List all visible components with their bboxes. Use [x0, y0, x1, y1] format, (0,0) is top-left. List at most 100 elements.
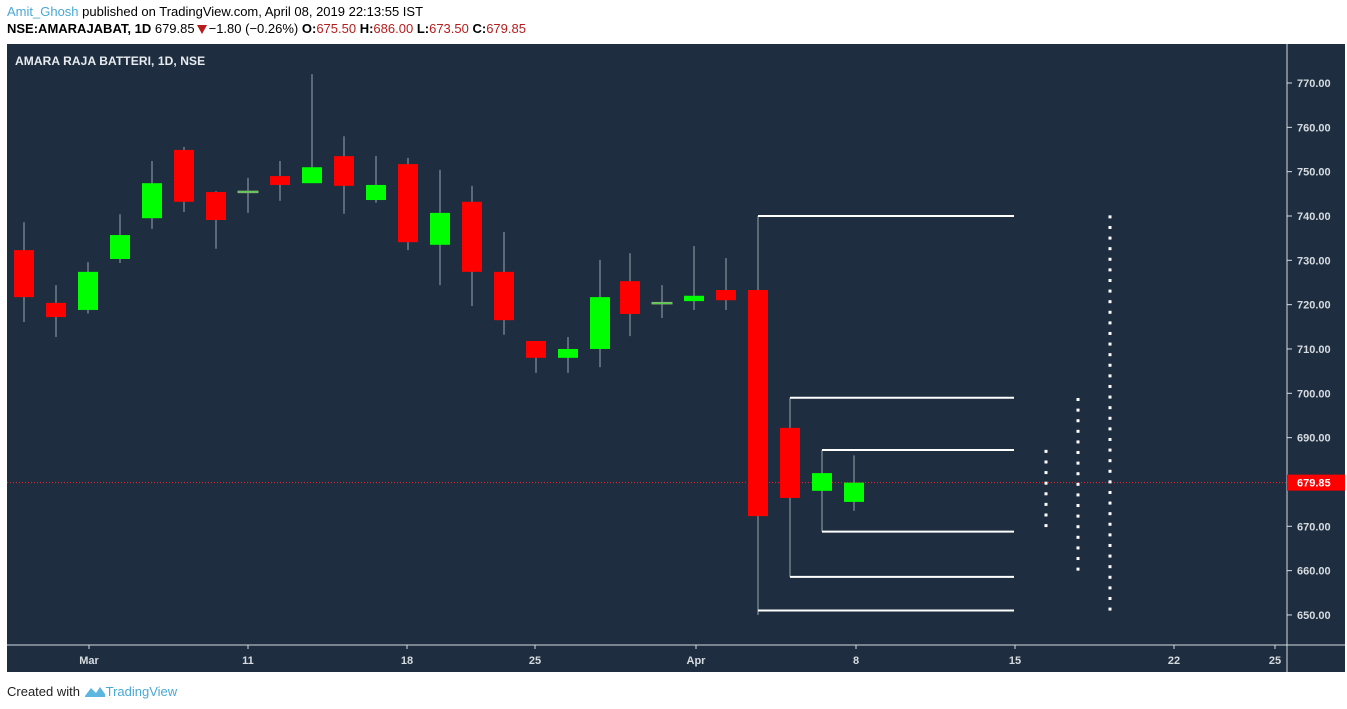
candle-up [684, 295, 704, 302]
y-tick-label: 760.00 [1297, 122, 1331, 134]
candle-down [780, 427, 800, 498]
projection-dot [1108, 459, 1112, 463]
close-value: 679.85 [486, 21, 526, 36]
tradingview-logo-icon [84, 687, 105, 697]
x-tick-label: Mar [79, 655, 99, 667]
x-tick-label: Apr [687, 655, 707, 667]
candle-down [206, 192, 226, 220]
y-tick-label: 670.00 [1297, 521, 1331, 533]
projection-dot [1108, 586, 1112, 590]
projection-dot [1108, 374, 1112, 378]
y-tick-label: 650.00 [1297, 610, 1331, 622]
projection-dot [1108, 278, 1112, 282]
projection-dot [1108, 353, 1112, 357]
candle-up [302, 167, 322, 184]
projection-dot [1108, 342, 1112, 346]
projection-dot [1108, 395, 1112, 399]
projection-dot [1108, 575, 1112, 579]
publish-info: Amit_Ghosh published on TradingView.com,… [7, 4, 423, 19]
tradingview-link[interactable]: TradingView [105, 684, 178, 699]
projection-dot [1044, 449, 1048, 453]
x-tick-label: 18 [401, 655, 413, 667]
price-change: −1.80 (−0.26%) [208, 21, 299, 36]
projection-dot [1108, 225, 1112, 229]
projection-dot [1044, 460, 1048, 464]
candle-down [14, 250, 34, 298]
candle-up [812, 473, 832, 491]
x-tick-label: 22 [1168, 655, 1180, 667]
projection-dot [1108, 522, 1112, 526]
projection-dot [1044, 471, 1048, 475]
projection-dot [1076, 493, 1080, 497]
created-with-label: Created with [7, 684, 80, 699]
x-tick-label: 8 [853, 655, 859, 667]
candle-up [78, 271, 98, 310]
projection-dot [1108, 543, 1112, 547]
y-tick-label: 660.00 [1297, 566, 1331, 578]
projection-dot [1076, 408, 1080, 412]
candle-up [110, 235, 130, 259]
candle-down [748, 290, 768, 517]
projection-dot [1108, 363, 1112, 367]
candle-down [462, 201, 482, 272]
candle-down [716, 290, 736, 301]
projection-dot [1108, 501, 1112, 505]
projection-dot [1076, 567, 1080, 571]
low-value: 673.50 [429, 21, 469, 36]
candle-down [334, 156, 354, 186]
footer: Created with TradingView [7, 684, 177, 699]
projection-dot [1076, 482, 1080, 486]
projection-dot [1108, 469, 1112, 473]
y-tick-label: 770.00 [1297, 78, 1331, 90]
projection-dot [1108, 607, 1112, 611]
high-value: 686.00 [373, 21, 414, 36]
projection-dot [1044, 513, 1048, 517]
projection-dot [1076, 440, 1080, 444]
symbol-label: NSE:AMARAJABAT, 1D [7, 21, 152, 36]
open-value: 675.50 [316, 21, 357, 36]
candle-down [174, 149, 194, 202]
chart-title: AMARA RAJA BATTERI, 1D, NSE [15, 54, 206, 68]
projection-dot [1076, 525, 1080, 529]
candle-up [430, 212, 450, 245]
candle-down [398, 164, 418, 243]
projection-dot [1108, 554, 1112, 558]
candle-up [651, 301, 673, 305]
projection-dot [1108, 565, 1112, 569]
projection-dot [1108, 406, 1112, 410]
candle-up [590, 297, 610, 349]
projection-dot [1076, 398, 1080, 402]
y-tick-label: 710.00 [1297, 344, 1331, 356]
y-tick-label: 720.00 [1297, 300, 1331, 312]
projection-dot [1108, 300, 1112, 304]
candle-down [620, 281, 640, 314]
x-tick-label: 11 [242, 655, 254, 667]
high-label: H: [359, 21, 374, 36]
projection-dot [1108, 490, 1112, 494]
candle-down [494, 271, 514, 321]
x-tick-label: 15 [1009, 655, 1021, 667]
candle-down [526, 341, 546, 358]
symbol-ohlc-line: NSE:AMARAJABAT, 1D 679.85 −1.80 (−0.26%) … [7, 21, 526, 36]
candle-down [46, 302, 66, 318]
y-tick-label: 730.00 [1297, 255, 1331, 267]
projection-dot [1076, 535, 1080, 539]
projection-dot [1108, 257, 1112, 261]
projection-dot [1108, 416, 1112, 420]
open-label: O: [301, 21, 317, 36]
close-label: C: [472, 21, 487, 36]
published-text: published on TradingView.com, April 08, … [78, 4, 424, 19]
author-link[interactable]: Amit_Ghosh [7, 4, 79, 19]
projection-dot [1076, 546, 1080, 550]
x-tick-label: 25 [1269, 655, 1281, 667]
projection-dot [1108, 310, 1112, 314]
projection-dot [1108, 533, 1112, 537]
projection-dot [1108, 247, 1112, 251]
down-triangle-icon [196, 25, 207, 34]
chart-panel[interactable] [7, 44, 1345, 672]
projection-dot [1044, 492, 1048, 496]
projection-dot [1076, 472, 1080, 476]
projection-dot [1108, 268, 1112, 272]
y-tick-label: 740.00 [1297, 211, 1331, 223]
